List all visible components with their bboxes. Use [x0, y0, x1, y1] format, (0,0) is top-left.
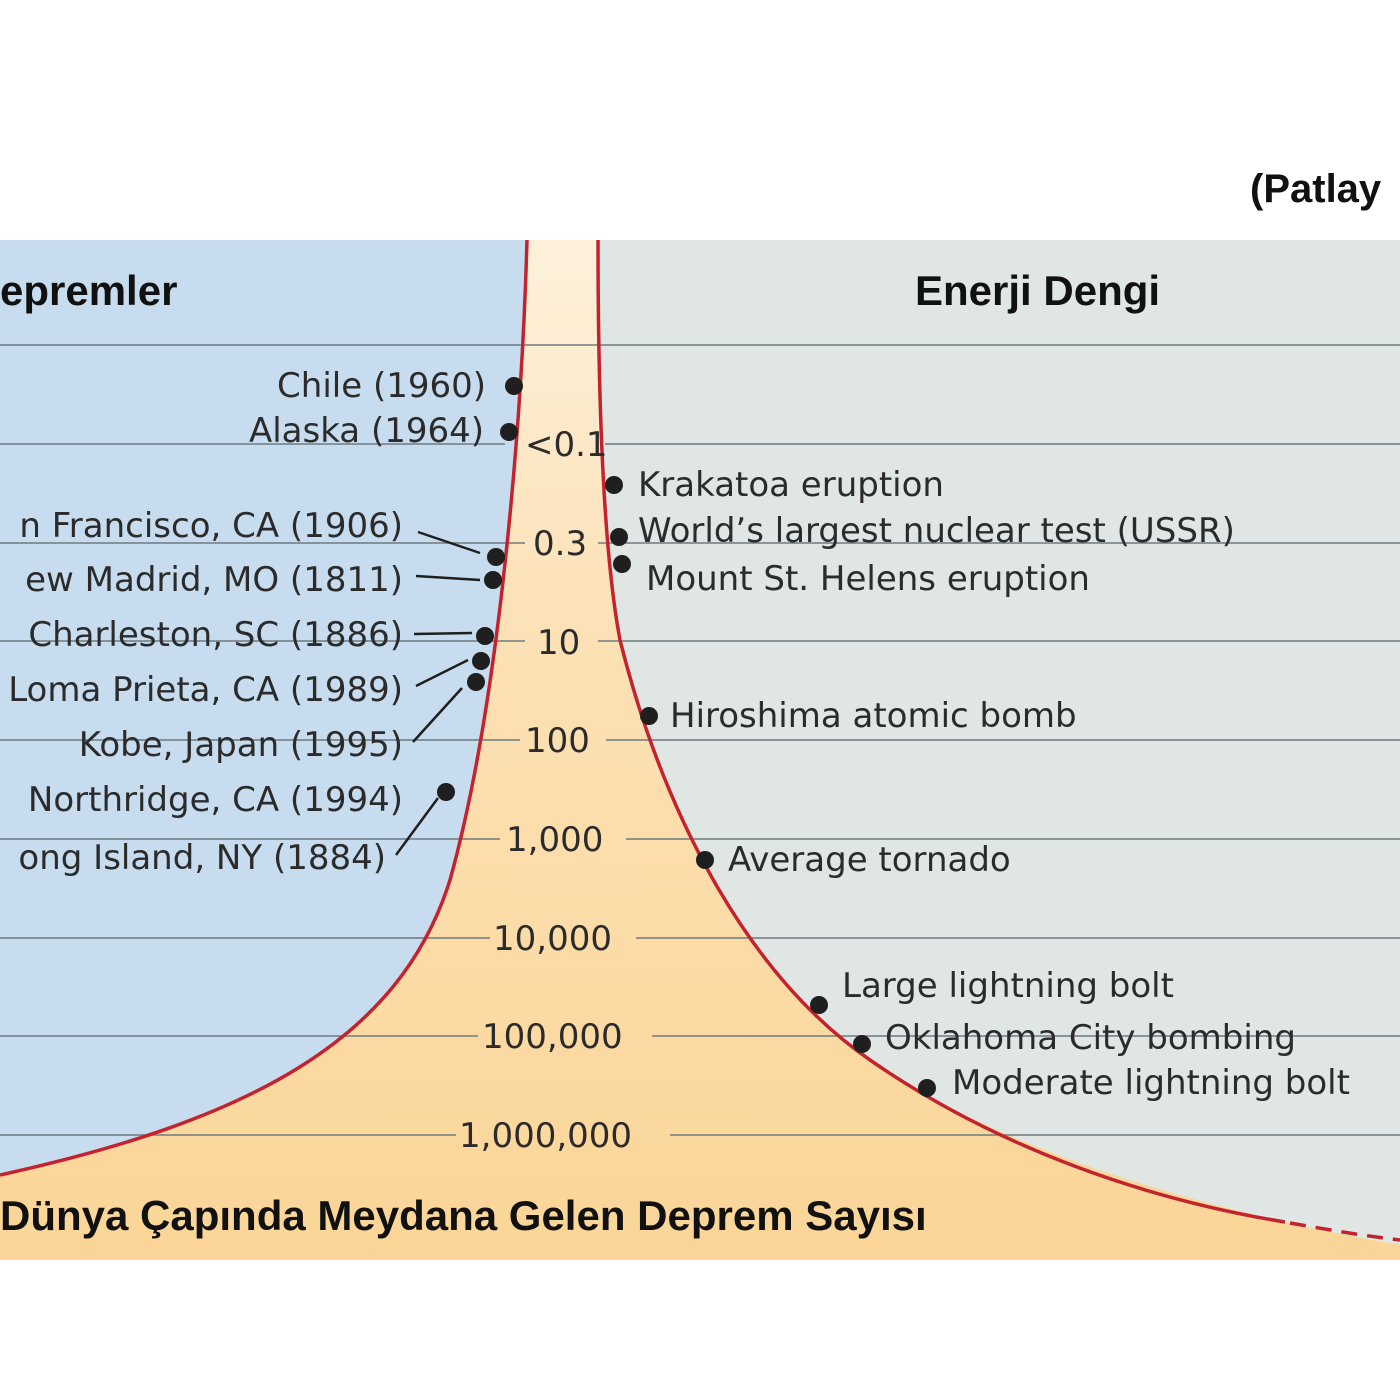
energy-event-point [810, 996, 828, 1014]
right-curve-dashed [1289, 1221, 1400, 1242]
right-panel-title: Enerji Dengi [915, 267, 1160, 314]
earthquake-point [476, 627, 494, 645]
energy-event-point [610, 528, 628, 546]
energy-event-point [696, 851, 714, 869]
earthquake-point [505, 377, 523, 395]
earthquake-label: Northridge, CA (1994) [28, 780, 403, 820]
scale-label: 1,000 [506, 820, 603, 860]
earthquake-point [472, 652, 490, 670]
earthquake-label: ong Island, NY (1884) [18, 838, 386, 878]
energy-event-label: Mount St. Helens eruption [646, 559, 1090, 599]
right-curve [596, 239, 1286, 1224]
scale-label: 100 [525, 721, 590, 761]
earthquake-label: Chile (1960) [277, 366, 486, 406]
earthquake-label: n Francisco, CA (1906) [19, 506, 403, 546]
scale-label: 1,000,000 [459, 1116, 632, 1156]
energy-event-label: Hiroshima atomic bomb [670, 696, 1077, 736]
scale-label: 0.3 [533, 524, 587, 564]
scale-label: 100,000 [482, 1017, 623, 1057]
earthquake-point [487, 548, 505, 566]
energy-event-point [613, 555, 631, 573]
energy-event-point [918, 1079, 936, 1097]
scale-label: 10 [537, 623, 580, 663]
leader-lines [394, 530, 481, 856]
energy-event-label: Moderate lightning bolt [952, 1063, 1350, 1103]
energy-event-point [605, 476, 623, 494]
scale-label: 10,000 [493, 919, 612, 959]
earthquake-label: Charleston, SC (1886) [28, 615, 403, 655]
energy-event-point [853, 1035, 871, 1053]
earthquake-label: Loma Prieta, CA (1989) [8, 670, 403, 710]
scale-label: <0.1 [525, 425, 608, 465]
energy-event-label: Oklahoma City bombing [885, 1018, 1296, 1058]
grid-lines [0, 344, 1400, 1136]
energy-event-label: Average tornado [728, 840, 1011, 880]
left-panel-title: epremler [0, 267, 177, 314]
earthquake-label: Kobe, Japan (1995) [79, 725, 403, 765]
funnel-area [0, 240, 1400, 1260]
earthquake-point [467, 673, 485, 691]
bottom-caption: Dünya Çapında Meydana Gelen Deprem Sayıs… [0, 1192, 927, 1239]
energy-event-label: Krakatoa eruption [638, 465, 944, 505]
earthquake-point [437, 783, 455, 801]
energy-event-label: Large lightning bolt [842, 966, 1174, 1006]
earthquake-label: Alaska (1964) [249, 411, 484, 451]
energy-event-label: World’s largest nuclear test (USSR) [638, 511, 1235, 551]
earthquake-label: ew Madrid, MO (1811) [25, 560, 403, 600]
earthquake-point [500, 423, 518, 441]
energy-event-point [640, 707, 658, 725]
earthquake-point [484, 571, 502, 589]
top-right-header: (Patlay [1250, 167, 1382, 211]
